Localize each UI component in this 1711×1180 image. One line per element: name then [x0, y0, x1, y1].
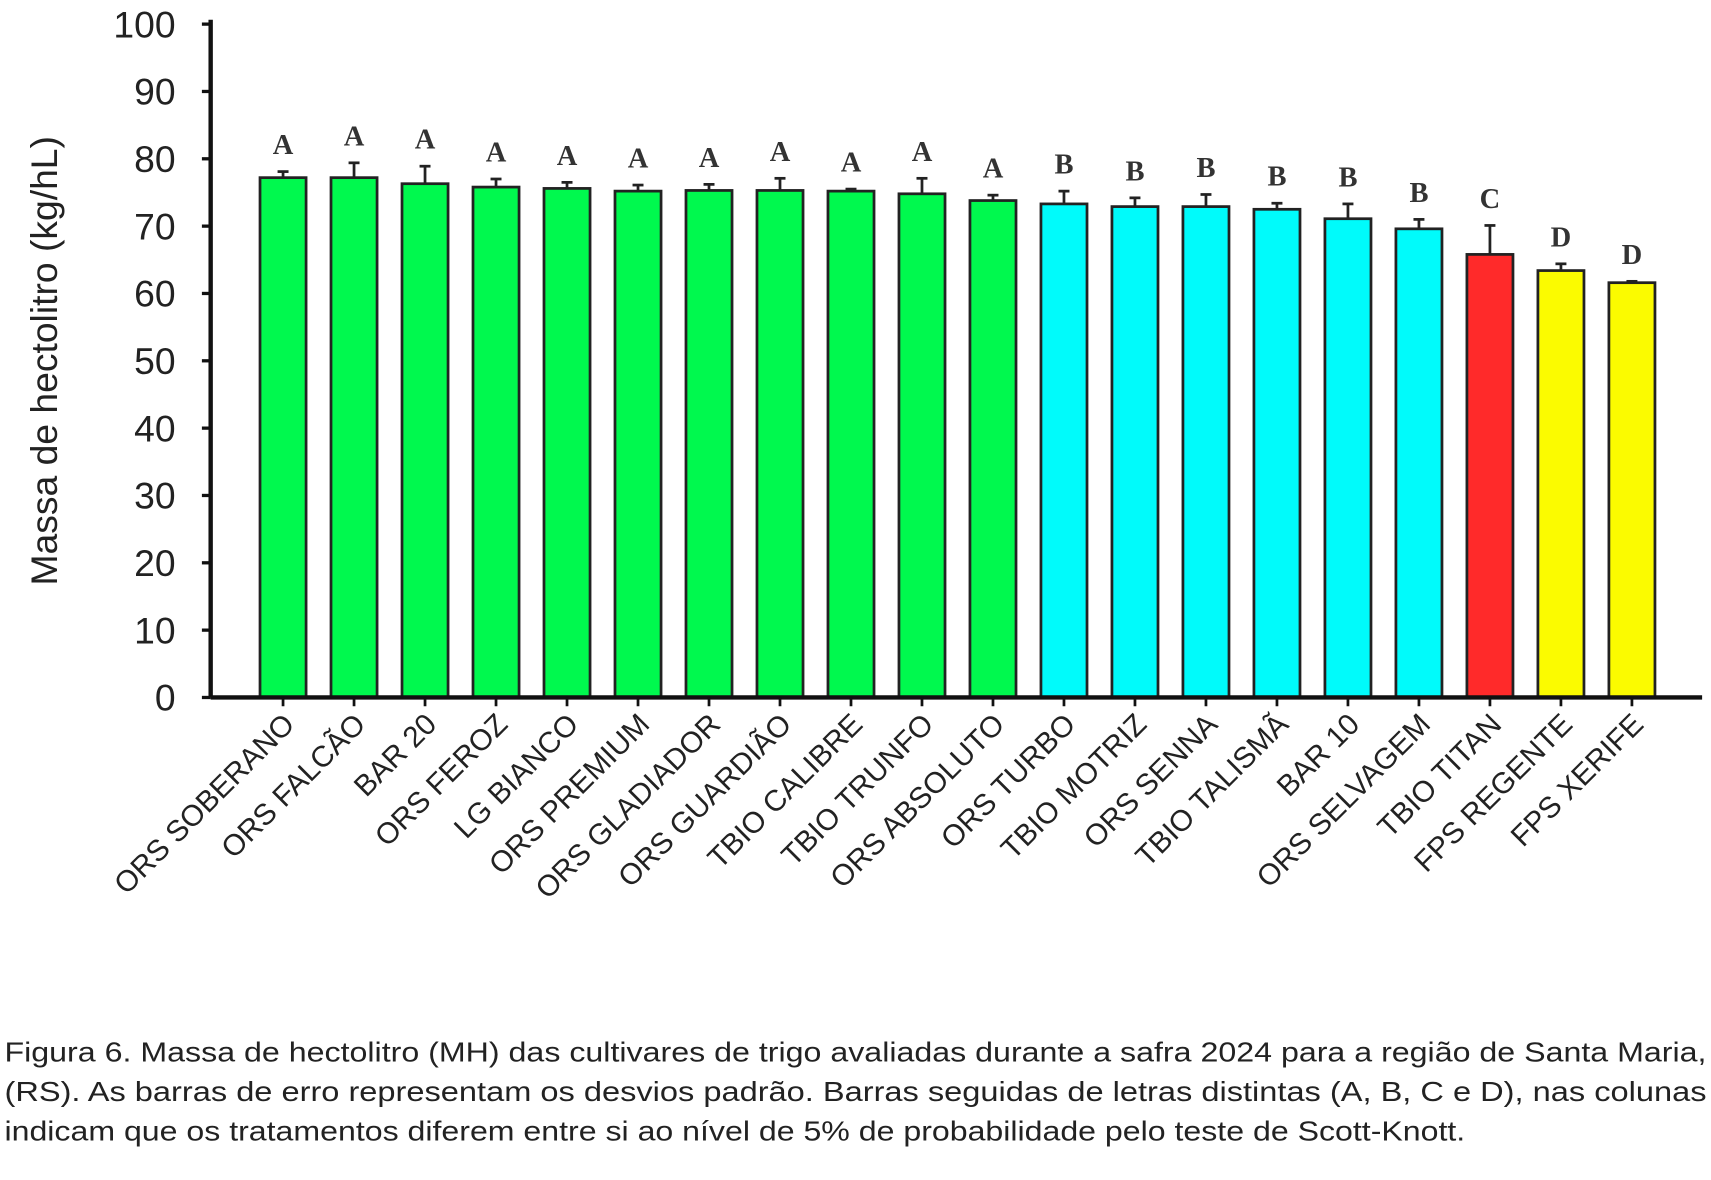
y-tick-label: 40 [134, 407, 175, 449]
group-letter: A [628, 144, 649, 175]
y-tick-label: 90 [134, 71, 175, 113]
group-letter: D [1622, 240, 1643, 271]
bar [400, 182, 450, 699]
bar [542, 187, 592, 699]
group-letter: B [1054, 150, 1073, 181]
y-axis: 0 10 20 30 40 50 60 70 80 90 100 [113, 3, 213, 719]
y-axis-label: Massa de hectolitro (kg/hL) [23, 136, 65, 585]
y-tick-label: 80 [134, 138, 175, 180]
group-letter: B [1409, 178, 1428, 209]
bar [968, 199, 1018, 699]
group-letter: D [1551, 222, 1572, 253]
group-letter: B [1125, 156, 1144, 187]
group-letter: A [415, 125, 436, 156]
y-tick-label: 30 [134, 475, 175, 517]
bar [1465, 253, 1515, 699]
group-letter: C [1480, 184, 1501, 215]
group-letter: B [1338, 162, 1357, 193]
bar [471, 185, 521, 699]
bar [755, 189, 805, 699]
bar [1607, 281, 1657, 699]
group-letter: A [486, 137, 507, 168]
bar [1039, 202, 1089, 699]
group-letter: B [1196, 153, 1215, 184]
group-letter: A [983, 154, 1004, 185]
group-letter: A [344, 121, 365, 152]
bar [1181, 205, 1231, 699]
y-tick-label: 60 [134, 273, 175, 315]
y-tick-label: 50 [134, 340, 175, 382]
bar [684, 189, 734, 699]
bar [826, 189, 876, 699]
bar [897, 192, 947, 699]
bar [1536, 269, 1586, 699]
y-tick-label: 70 [134, 205, 175, 247]
caption-line-1: Figura 6. Massa de hectolitro (MH) das c… [4, 1037, 1706, 1068]
bar [613, 189, 663, 699]
bar [1110, 205, 1160, 699]
group-letter: A [557, 141, 578, 172]
group-letter: A [273, 130, 294, 161]
bar [1394, 227, 1444, 699]
y-tick-label: 10 [134, 609, 175, 651]
bars: A A A A A A A A A A A B B B B B B C D D [258, 121, 1657, 699]
y-tick-label: 20 [134, 542, 175, 584]
group-letter: A [770, 137, 791, 168]
group-letter: B [1267, 162, 1286, 193]
group-letter: A [699, 143, 720, 174]
bar [1252, 207, 1302, 699]
bar [258, 176, 308, 699]
caption-line-3: indicam que os tratamentos diferem entre… [4, 1116, 1465, 1147]
group-letter: A [841, 148, 862, 179]
y-tick-label: 100 [113, 3, 175, 45]
bar [1323, 217, 1373, 699]
caption-line-2: (RS). As barras de erro representam os d… [4, 1076, 1706, 1107]
bar [329, 176, 379, 699]
y-tick-label: 0 [155, 677, 176, 719]
group-letter: A [912, 137, 933, 168]
